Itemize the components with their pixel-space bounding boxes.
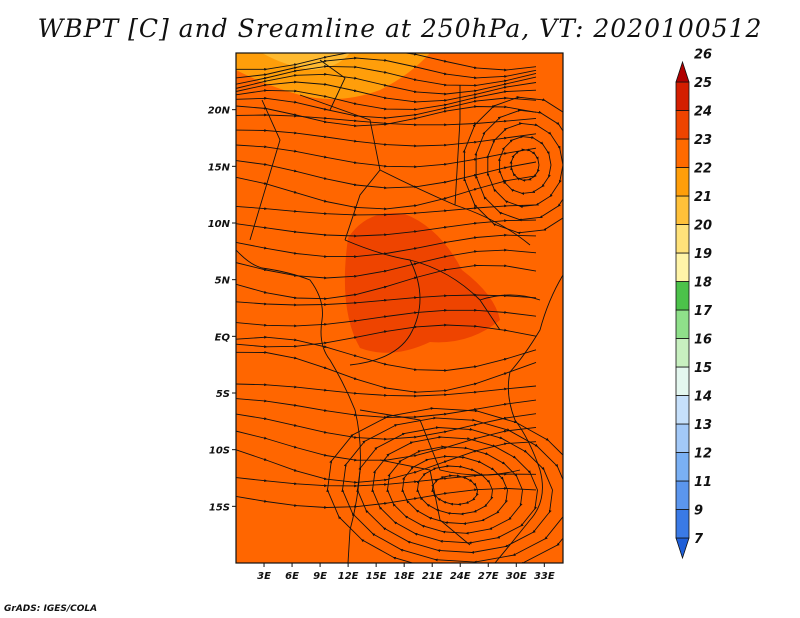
lat-tick-label: 15N — [208, 162, 231, 173]
colorbar-segment — [675, 366, 690, 396]
streamline — [462, 95, 563, 235]
colorbar-segment — [675, 224, 690, 254]
credit-text: GrADS: IGES/COLA — [4, 604, 98, 614]
colorbar-segment — [675, 195, 690, 225]
lon-tick-label: 6E — [285, 571, 299, 582]
lon-tick-label: 30E — [506, 571, 527, 582]
lon-tick-label: 12E — [338, 571, 359, 582]
country-borders — [236, 59, 563, 563]
streamline — [236, 293, 537, 307]
lon-tick-label: 27E — [478, 571, 499, 582]
colorbar-label: 19 — [694, 247, 712, 262]
lon-axis: 3E 6E 9E 12E 15E 18E 21E 24E 27E 30E 33E — [257, 563, 555, 582]
colorbar-segment — [675, 252, 690, 282]
lat-tick-label: 15S — [209, 502, 230, 513]
lon-tick-label: 21E — [422, 571, 443, 582]
plot-frame — [235, 52, 564, 564]
colorbar-label: 7 — [694, 532, 704, 547]
colorbar-label: 25 — [694, 76, 712, 91]
map-title: WBPT [C] and Sreamline at 250hPa, VT: 20… — [37, 14, 763, 43]
colorbar-label: 21 — [694, 190, 712, 205]
lat-tick-label: EQ — [215, 332, 231, 343]
colorbar-label: 16 — [694, 333, 712, 348]
lat-tick-label: 20N — [208, 106, 231, 117]
lat-tick-label: 5S — [216, 389, 230, 400]
lon-tick-label: 33E — [534, 571, 555, 582]
colorbar-label: 24 — [694, 105, 712, 120]
colorbar-segment — [675, 452, 690, 482]
colorbar-segment — [675, 338, 690, 368]
colorbar-label: 14 — [694, 390, 712, 405]
lat-tick-label: 10S — [209, 446, 230, 457]
colorbar-segment — [675, 81, 690, 111]
colorbar: 7 9 11 12 13 14 15 16 17 18 19 20 21 22 23 24 25 26 — [675, 48, 713, 560]
colorbar-label: 20 — [694, 219, 712, 234]
colorbar-label: 17 — [694, 304, 713, 319]
lon-tick-label: 15E — [366, 571, 387, 582]
colorbar-label: 13 — [694, 418, 712, 433]
colorbar-segment — [675, 167, 690, 197]
colorbar-label: 22 — [694, 162, 712, 177]
lon-tick-label: 3E — [257, 571, 271, 582]
streamlines — [236, 53, 563, 563]
colorbar-segment — [675, 110, 690, 140]
lat-tick-label: 10N — [208, 219, 231, 230]
lat-tick-label: 5N — [215, 276, 231, 287]
colorbar-segment — [675, 423, 690, 453]
lon-tick-label: 9E — [313, 571, 327, 582]
streamline — [326, 406, 563, 563]
colorbar-label: 9 — [694, 504, 703, 519]
colorbar-segment — [675, 509, 690, 539]
colorbar-label: 23 — [694, 133, 712, 148]
colorbar-segment — [675, 60, 690, 83]
colorbar-segment — [675, 395, 690, 425]
colorbar-label: 26 — [694, 48, 712, 63]
colorbar-segment — [675, 480, 690, 510]
colorbar-label: 18 — [694, 276, 712, 291]
colorbar-label: 12 — [694, 447, 712, 462]
colorbar-label: 15 — [694, 361, 712, 376]
colorbar-segment — [675, 309, 690, 339]
lon-tick-label: 24E — [450, 571, 471, 582]
colorbar-segment — [675, 138, 690, 168]
colorbar-segment — [675, 281, 690, 311]
colorbar-segment — [675, 537, 690, 560]
streamline — [236, 383, 537, 398]
lat-axis: 20N 15N 10N 5N EQ 5S 10S 15S — [208, 106, 236, 513]
lon-tick-label: 18E — [394, 571, 415, 582]
colorbar-label: 11 — [694, 475, 712, 490]
